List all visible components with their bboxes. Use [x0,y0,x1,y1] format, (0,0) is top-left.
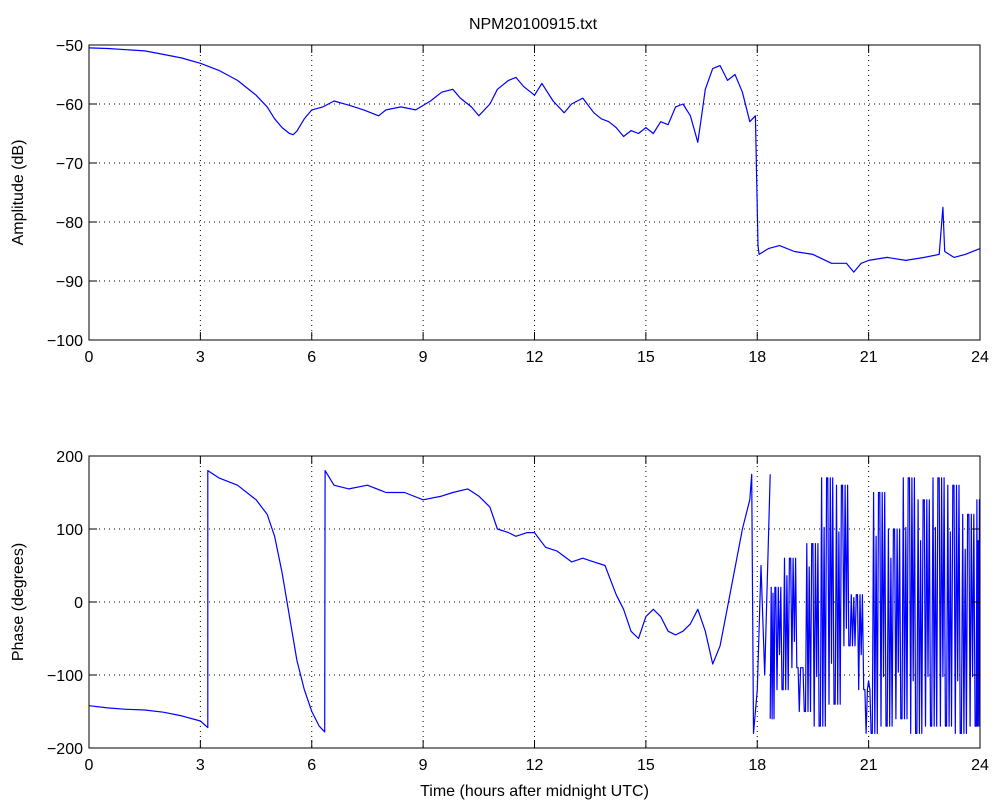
data-line-series-1 [89,470,771,735]
plots-group: 0 3 6 9 12 15 18 21 24 −100 −90 −80 −70 −60 −50 Amplitu… [10,38,989,800]
y-tick-label: 100 [56,522,83,539]
y-tick-label: −200 [47,741,83,758]
x-tick-label: 24 [971,757,989,774]
y-tick-label: −70 [56,156,83,173]
x-axis-label: Time (hours after midnight UTC) [420,783,649,800]
x-tick-label: 0 [85,349,94,366]
trace-group [89,470,980,735]
y-tick-label: −100 [47,333,83,350]
y-axis-label: Amplitude (dB) [10,140,27,246]
y-axis-label: Phase (degrees) [10,543,27,661]
x-tick-label: 6 [307,349,316,366]
x-tick-label: 3 [196,349,205,366]
x-tick-label: 0 [85,757,94,774]
x-tick-label: 12 [526,349,544,366]
x-tick-label: 24 [971,349,989,366]
y-tick-label: 200 [56,449,83,466]
figure-title: NPM20100915.txt [469,16,598,33]
x-tick-label: 6 [307,757,316,774]
x-tick-label: 9 [419,349,428,366]
y-tick-label: 0 [74,595,83,612]
trace-group [89,47,980,273]
x-tick-label: 3 [196,757,205,774]
y-tick-label: −100 [47,668,83,685]
y-tick-label: −50 [56,38,83,55]
x-tick-label: 21 [860,757,878,774]
data-line-series-1 [89,47,980,273]
axes-2: 0 3 6 9 12 15 18 21 24 −200 −100 0 100 200 Phase (degr… [10,449,989,800]
y-tick-label: −60 [56,97,83,114]
x-tick-label: 9 [419,757,428,774]
x-tick-label: 15 [637,349,655,366]
x-tick-label: 21 [860,349,878,366]
x-tick-label: 18 [748,757,766,774]
axes-1: 0 3 6 9 12 15 18 21 24 −100 −90 −80 −70 −60 −50 Amplitu… [10,38,989,366]
y-tick-label: −80 [56,215,83,232]
x-tick-label: 18 [748,349,766,366]
y-tick-label: −90 [56,274,83,291]
x-tick-label: 12 [526,757,544,774]
x-tick-label: 15 [637,757,655,774]
data-line-series-2 [769,477,980,735]
